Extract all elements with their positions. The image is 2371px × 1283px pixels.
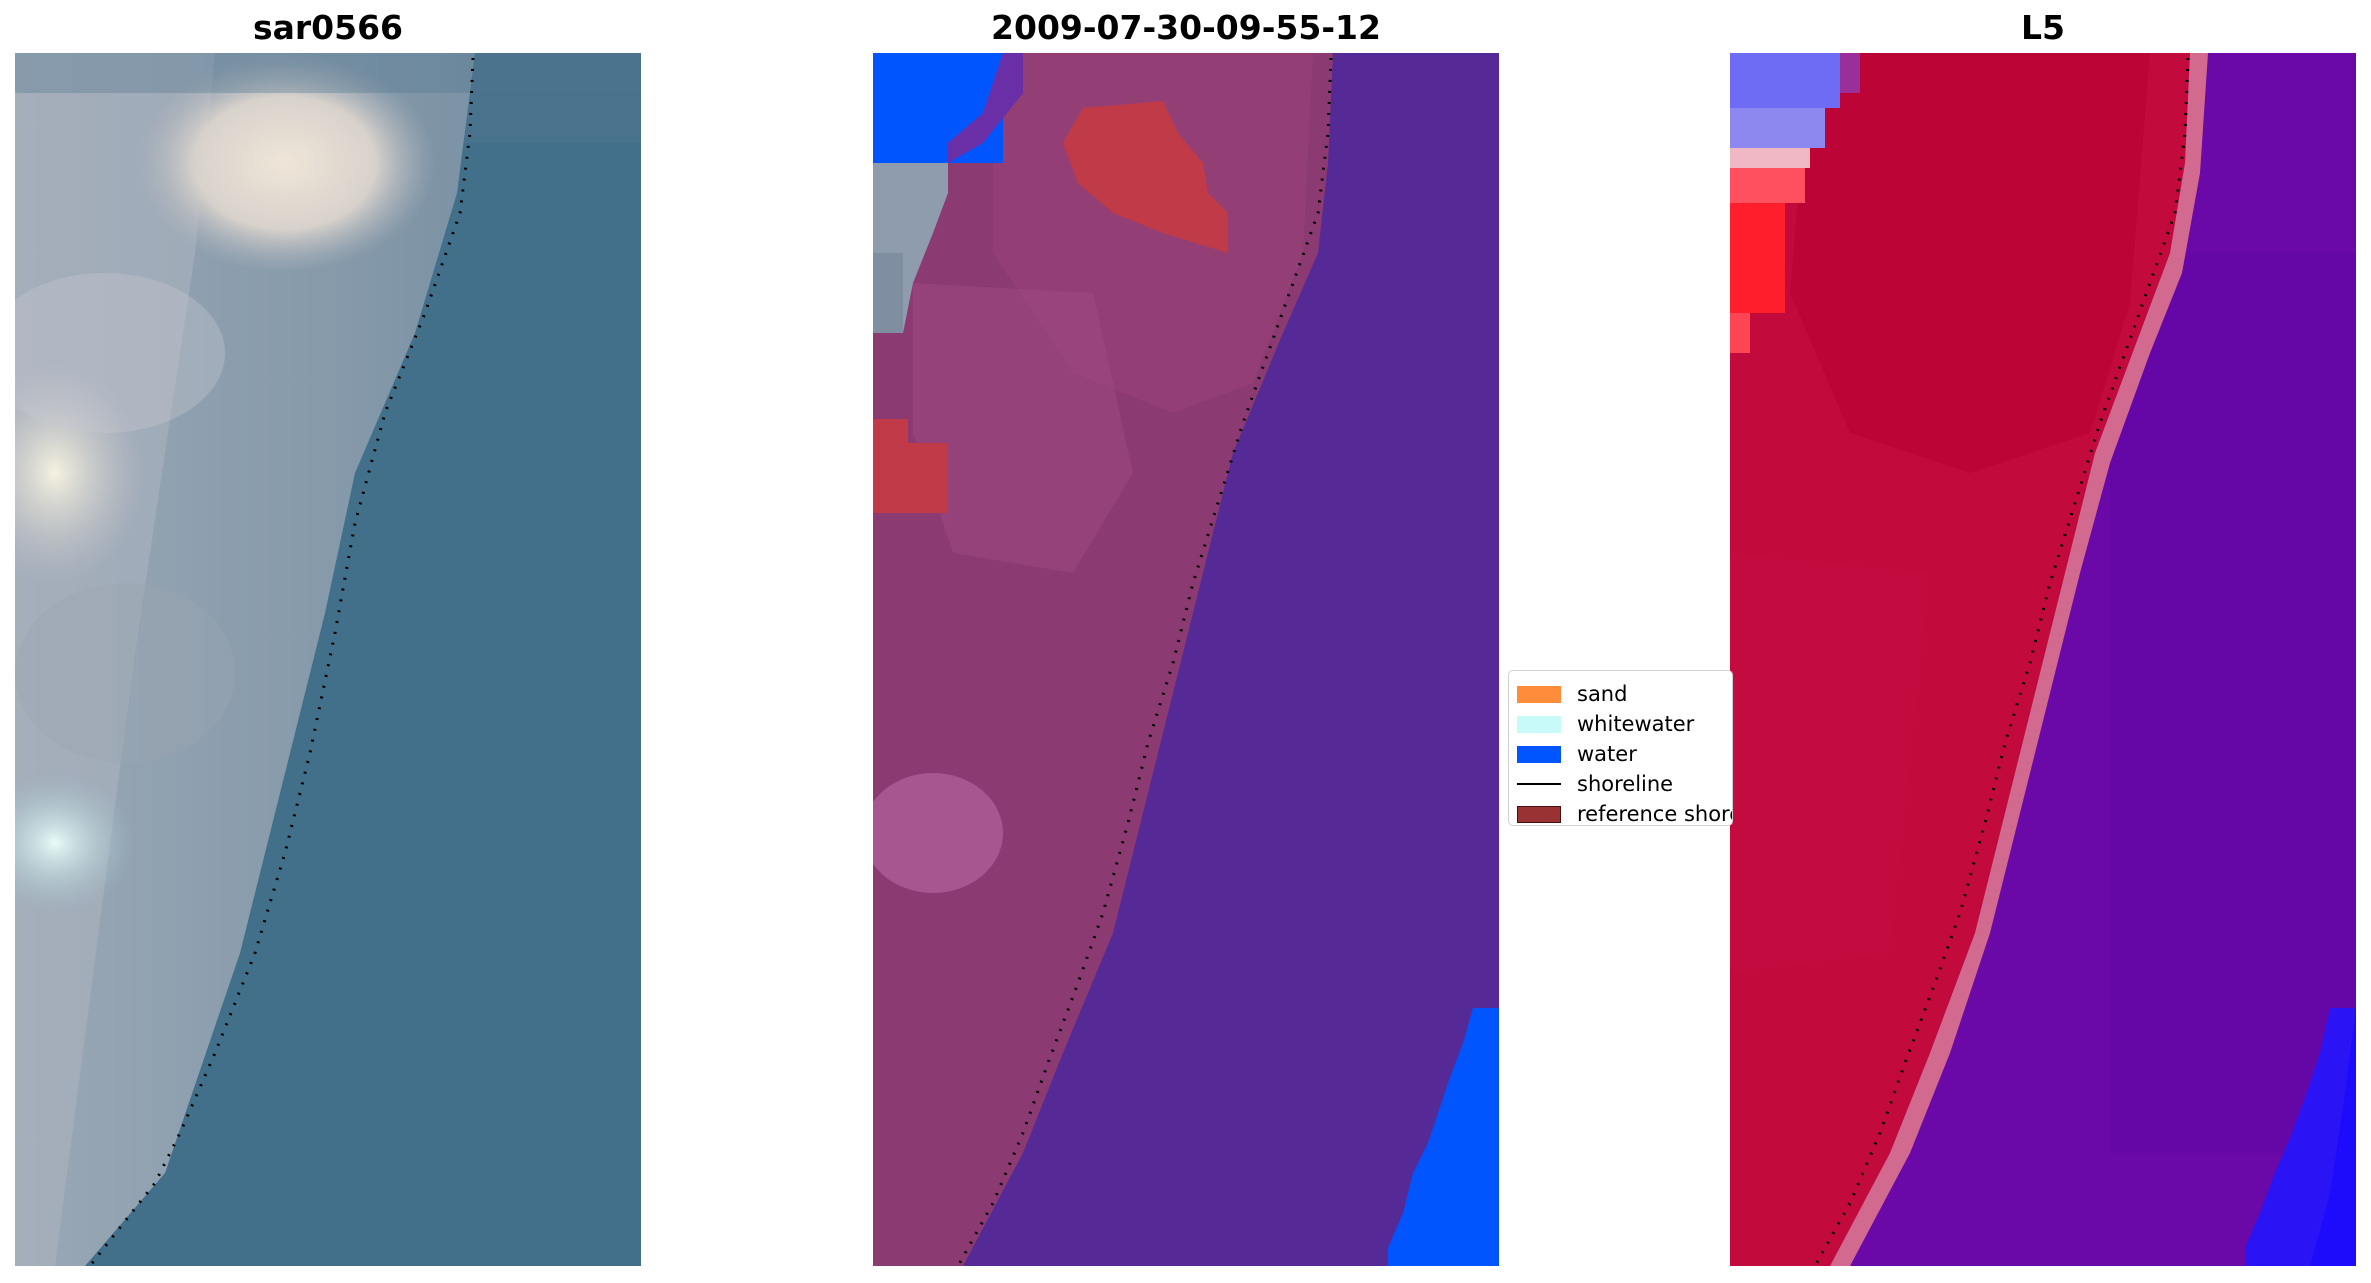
reference-shoreline-swatch: [1517, 805, 1561, 823]
legend-label: whitewater: [1577, 712, 1695, 736]
legend-item-whitewater: whitewater: [1517, 709, 1694, 739]
legend-item-reference-shoreline: reference shoreline: [1517, 799, 1732, 826]
legend-item-water: water: [1517, 739, 1637, 769]
sand-swatch: [1517, 685, 1561, 703]
legend-label: sand: [1577, 682, 1628, 706]
rgb-image-panel: [15, 53, 641, 1266]
legend-label: shoreline: [1577, 772, 1674, 796]
panel-title-rgb: sar0566: [252, 8, 404, 47]
panel-title-classified: 2009-07-30-09-55-12: [991, 8, 1381, 47]
legend-label: reference shoreline: [1577, 802, 1732, 826]
whitewater-swatch: [1517, 715, 1561, 733]
shoreline: [956, 57, 1333, 1266]
mndwi-image: [1730, 53, 2356, 1266]
classified-image-panel: [873, 53, 1499, 1266]
water-swatch: [1517, 745, 1561, 763]
mndwi-image-panel: [1730, 53, 2356, 1266]
shoreline: [1813, 57, 2190, 1266]
panel-title-mndwi: L5: [2021, 8, 2065, 47]
legend-item-shoreline: shoreline: [1517, 769, 1673, 799]
legend: sand whitewater water shoreline referenc…: [1508, 670, 1733, 826]
classified-image: [873, 53, 1499, 1266]
legend-item-sand: sand: [1517, 679, 1627, 709]
shoreline-swatch: [1517, 783, 1561, 785]
rgb-image: [15, 53, 641, 1266]
legend-label: water: [1577, 742, 1637, 766]
